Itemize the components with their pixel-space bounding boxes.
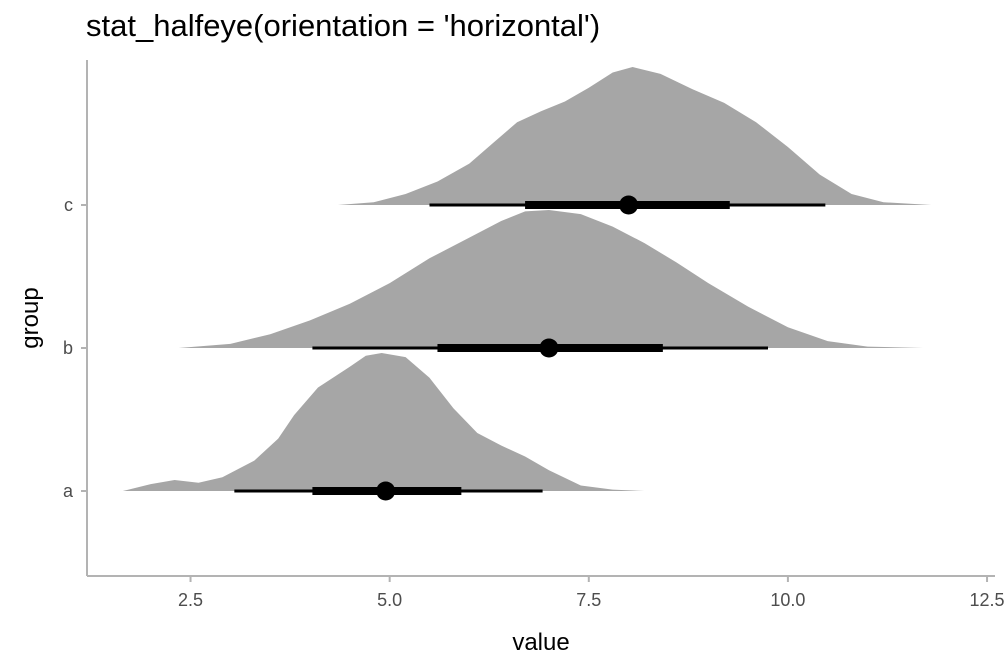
- point-b: [539, 338, 559, 358]
- x-tick-label: 2.5: [178, 590, 203, 610]
- density-b: [178, 210, 924, 348]
- point-a: [376, 481, 396, 501]
- y-tick-label: c: [64, 195, 73, 215]
- interval-layer: [234, 195, 826, 501]
- density-a: [122, 353, 645, 491]
- x-axis-ticks: 2.5 5.0 7.5 10.0 12.5: [178, 576, 1005, 610]
- point-c: [619, 195, 639, 215]
- x-axis-title: value: [512, 629, 569, 656]
- x-tick-label: 10.0: [770, 590, 805, 610]
- y-tick-label: b: [63, 338, 73, 358]
- x-tick-label: 5.0: [377, 590, 402, 610]
- x-tick-label: 7.5: [576, 590, 601, 610]
- x-tick-label: 12.5: [970, 590, 1005, 610]
- density-c: [337, 67, 932, 205]
- chart-title: stat_halfeye(orientation = 'horizontal'): [86, 8, 601, 43]
- density-layer: [122, 67, 932, 491]
- y-axis-title: group: [17, 287, 44, 348]
- y-axis-ticks: a b c: [63, 195, 87, 501]
- y-tick-label: a: [63, 481, 74, 501]
